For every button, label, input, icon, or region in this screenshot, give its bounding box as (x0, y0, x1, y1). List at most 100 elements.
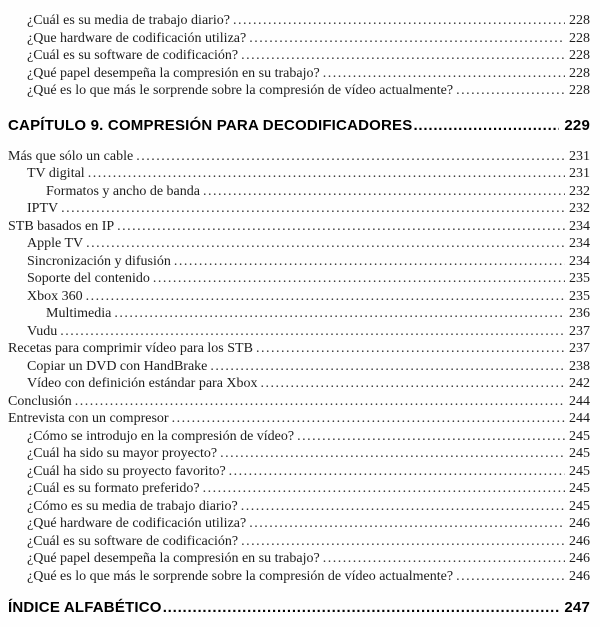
toc-page-number: 246 (569, 516, 590, 531)
toc-row: TV digital 231 (8, 165, 590, 183)
toc-row: ¿Qué papel desempeña la compresión en su… (8, 550, 590, 568)
toc-page-number: 246 (569, 568, 590, 584)
toc-page-number: 246 (569, 551, 590, 566)
toc-page-number: 245 (569, 446, 590, 461)
dot-leader (75, 393, 565, 411)
toc-page-number: 229 (564, 116, 590, 134)
dot-leader (86, 288, 565, 306)
toc-row: ¿Qué es lo que más le sorprende sobre la… (8, 568, 590, 586)
dot-leader (456, 82, 565, 100)
toc-page-number: 235 (569, 271, 590, 286)
dot-leader (114, 305, 565, 323)
toc-page-number: 235 (569, 288, 590, 304)
toc-page-number: 231 (569, 148, 590, 164)
toc-entry-label: ¿Qué papel desempeña la compresión en su… (27, 65, 320, 81)
dot-leader (233, 12, 565, 30)
toc-entry-label: Xbox 360 (27, 288, 83, 304)
toc-entry-label: Recetas para comprimir vídeo para los ST… (8, 341, 253, 356)
toc-list: ¿Cuál es su media de trabajo diario? 228… (8, 12, 590, 619)
toc-row: Multimedia 236 (8, 305, 590, 323)
toc-entry-label: ¿Qué es lo que más le sorprende sobre la… (27, 568, 454, 584)
dot-leader (117, 218, 565, 236)
dot-leader (249, 515, 565, 533)
toc-entry-label: ¿Cuál es su software de codificación? (27, 48, 239, 63)
toc-row: Formatos y ancho de banda 232 (8, 183, 590, 201)
toc-row: ¿Cuál ha sido su proyecto favorito? 245 (8, 463, 590, 481)
toc-row: Vídeo con definición estándar para Xbox … (8, 375, 590, 393)
toc-row: Vudu 237 (8, 323, 590, 341)
dot-leader (88, 165, 565, 183)
toc-page-number: 247 (564, 599, 590, 616)
toc-page-number: 237 (569, 341, 590, 356)
dot-leader (153, 270, 565, 288)
toc-entry-label: Conclusión (8, 393, 72, 409)
dot-leader (220, 445, 565, 463)
toc-entry-label: IPTV (27, 201, 59, 216)
dot-leader (241, 498, 565, 516)
toc-row: ¿Qué hardware de codificación utiliza? 2… (8, 515, 590, 533)
toc-entry-label: Entrevista con un compresor (8, 411, 169, 426)
toc-entry-label: Multimedia (46, 306, 112, 321)
dot-leader (203, 183, 565, 201)
dot-leader (456, 568, 565, 586)
toc-entry-label: ¿Que hardware de codificación utiliza? (27, 30, 247, 46)
toc-row: ¿Cuál es su media de trabajo diario? 228 (8, 12, 590, 30)
toc-row: Xbox 360 235 (8, 288, 590, 306)
toc-row: Recetas para comprimir vídeo para los ST… (8, 340, 590, 358)
dot-leader (60, 323, 565, 341)
toc-page-number: 242 (569, 376, 590, 391)
toc-row: Conclusión 244 (8, 393, 590, 411)
toc-entry-label: STB basados en IP (8, 218, 115, 234)
dot-leader (323, 550, 565, 568)
toc-entry-label: ¿Qué papel desempeña la compresión en su… (27, 551, 320, 566)
toc-row: ¿Qué es lo que más le sorprende sobre la… (8, 82, 590, 100)
toc-page-number: 246 (569, 533, 590, 549)
toc-entry-label: ¿Cómo se introdujo en la compresión de v… (27, 428, 295, 444)
toc-entry-label: Sincronización y difusión (27, 253, 171, 269)
toc-row: Más que sólo un cable 231 (8, 148, 590, 166)
dot-leader (210, 358, 565, 376)
dot-leader (241, 533, 565, 551)
toc-page-number: 244 (569, 393, 590, 409)
toc-page-number: 228 (569, 13, 590, 28)
toc-page-number: 228 (569, 65, 590, 81)
dot-leader (229, 463, 565, 481)
toc-row: STB basados en IP 234 (8, 218, 590, 236)
toc-entry-label: Formatos y ancho de banda (46, 183, 200, 199)
toc-entry-label: Apple TV (27, 236, 84, 251)
toc-row: ¿Cuál es su software de codificación? 24… (8, 533, 590, 551)
toc-page-number: 228 (569, 30, 590, 46)
toc-chapter-row: CAPÍTULO 9. COMPRESIÓN PARA DECODIFICADO… (8, 115, 590, 137)
toc-page-number: 245 (569, 481, 590, 496)
toc-row: ¿Cuál ha sido su mayor proyecto? 245 (8, 445, 590, 463)
toc-entry-label: TV digital (27, 166, 85, 181)
dot-leader (261, 375, 565, 393)
toc-row: ¿Cómo se introdujo en la compresión de v… (8, 428, 590, 446)
toc-page-number: 244 (569, 411, 590, 426)
toc-entry-label: ¿Cuál es su formato preferido? (27, 481, 200, 496)
dot-leader (86, 235, 565, 253)
toc-entry-label: ¿Cómo es su media de trabajo diario? (27, 498, 238, 514)
toc-row: ¿Qué papel desempeña la compresión en su… (8, 65, 590, 83)
toc-page-number: 237 (569, 323, 590, 339)
toc-entry-label: Vídeo con definición estándar para Xbox (27, 376, 258, 391)
toc-page-number: 245 (569, 498, 590, 514)
toc-entry-label: Vudu (27, 323, 58, 339)
dot-leader (323, 65, 565, 83)
toc-entry-label: ÍNDICE ALFABÉTICO (8, 599, 162, 616)
dot-leader (163, 597, 560, 619)
toc-entry-label: ¿Cuál es su software de codificación? (27, 533, 239, 549)
toc-row: Copiar un DVD con HandBrake 238 (8, 358, 590, 376)
toc-page-number: 234 (569, 253, 590, 269)
toc-entry-label: ¿Qué hardware de codificación utiliza? (27, 516, 247, 531)
toc-page-number: 236 (569, 306, 590, 321)
toc-entry-label: Copiar un DVD con HandBrake (27, 358, 208, 374)
toc-entry-label: Soporte del contenido (27, 271, 150, 286)
toc-spacer (8, 137, 590, 148)
toc-chapter-row: ÍNDICE ALFABÉTICO 247 (8, 597, 590, 619)
dot-leader (241, 47, 565, 65)
toc-spacer (8, 585, 590, 597)
toc-entry-label: ¿Qué es lo que más le sorprende sobre la… (27, 83, 454, 98)
toc-page-number: 234 (569, 236, 590, 251)
dot-leader (297, 428, 565, 446)
